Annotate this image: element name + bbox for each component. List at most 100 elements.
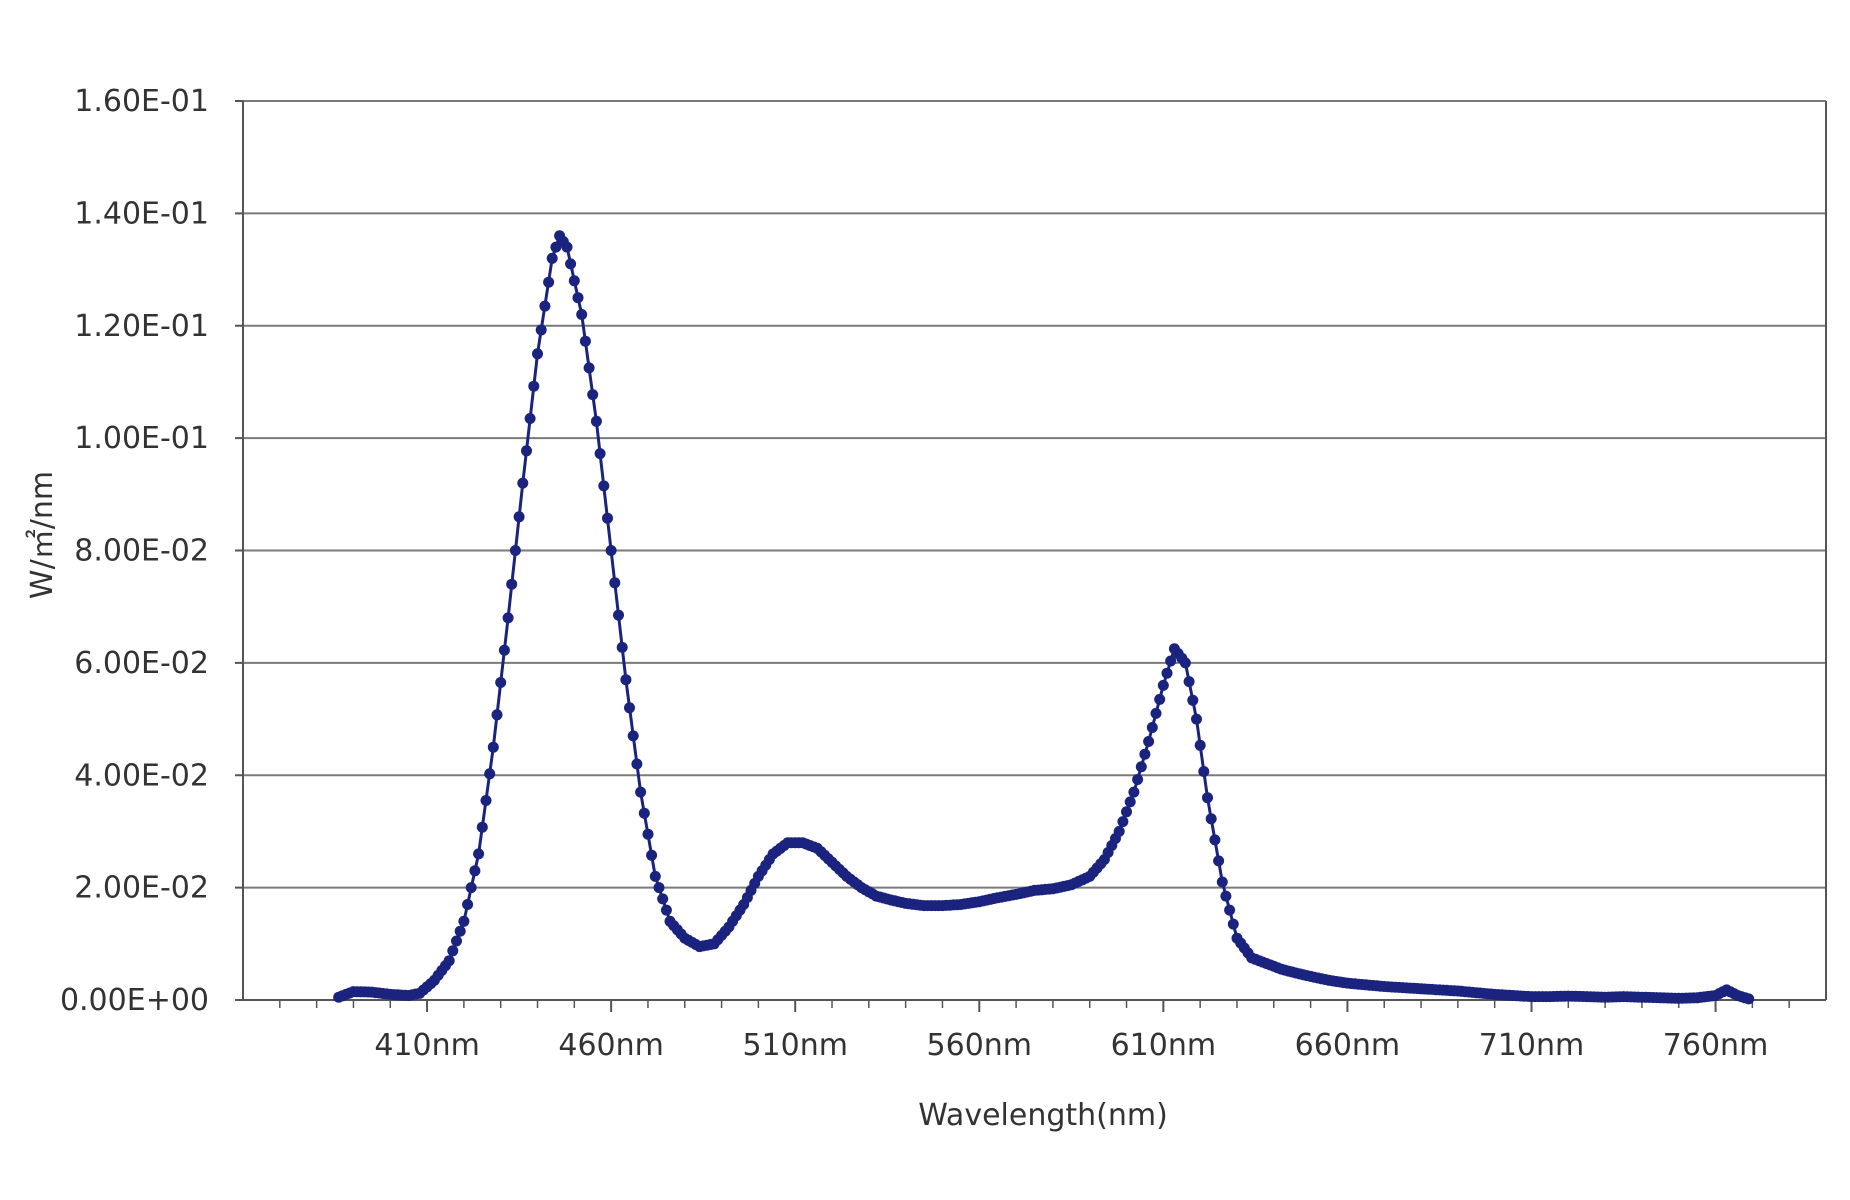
data-point (480, 795, 492, 806)
data-point (1743, 993, 1755, 1005)
data-point (1117, 816, 1129, 828)
data-point (487, 741, 499, 753)
data-point (1161, 667, 1173, 679)
data-point (1146, 722, 1158, 733)
data-point (1128, 786, 1140, 798)
data-point (447, 945, 459, 957)
data-point (458, 915, 470, 927)
data-point (624, 702, 635, 714)
data-point (613, 609, 624, 621)
y-tick-label: 1.20E-01 (74, 309, 209, 344)
data-point (528, 380, 540, 392)
data-point (598, 480, 610, 492)
data-point (1198, 766, 1210, 777)
data-point (546, 252, 558, 264)
y-tick-label: 1.60E-01 (74, 84, 209, 119)
data-point (1135, 761, 1147, 773)
data-point (1194, 739, 1206, 751)
data-point (1113, 825, 1125, 837)
data-point (653, 882, 665, 894)
data-point (587, 389, 599, 401)
data-point (1202, 792, 1213, 804)
tick-labels: 0.00E+00 2.00E-02 4.00E-02 6.00E-02 8.00E-02… (60, 84, 1768, 1063)
data-point (1205, 813, 1217, 825)
data-point (572, 292, 584, 304)
data-point (594, 448, 606, 460)
data-point (646, 849, 658, 861)
data-point (635, 786, 647, 798)
data-point (602, 512, 613, 524)
data-point (1216, 876, 1228, 888)
data-point (1157, 679, 1169, 691)
data-point (1150, 707, 1162, 719)
data-point (565, 258, 577, 270)
data-point (465, 882, 477, 894)
x-tick-label: 510nm (742, 1028, 848, 1063)
data-point (532, 348, 543, 360)
y-tick-label: 0.00E+00 (60, 983, 209, 1018)
x-tick-label: 710nm (1479, 1028, 1585, 1063)
data-point (451, 935, 462, 947)
data-point (616, 641, 628, 653)
data-point (620, 674, 632, 686)
y-tick-label: 8.00E-02 (74, 534, 209, 569)
data-point (561, 241, 573, 253)
data-point (1165, 655, 1177, 667)
x-tick-label: 410nm (374, 1028, 480, 1063)
data-point (454, 925, 466, 937)
data-point (583, 362, 595, 374)
y-tick-label: 1.00E-01 (74, 421, 209, 456)
data-point (1139, 748, 1151, 760)
data-point (1124, 796, 1136, 808)
y-tick-label: 6.00E-02 (74, 646, 209, 681)
data-point (473, 848, 485, 860)
data-point (1209, 834, 1221, 846)
data-point (462, 899, 474, 910)
x-tick-label: 610nm (1111, 1028, 1217, 1063)
x-tick-label: 560nm (927, 1028, 1033, 1063)
data-point (1191, 713, 1202, 725)
data-point (576, 309, 588, 320)
data-point (642, 828, 654, 840)
x-tick-label: 760nm (1663, 1028, 1769, 1063)
series-layer (333, 230, 1755, 1005)
data-point (535, 324, 547, 336)
data-point (1213, 855, 1225, 867)
data-point (568, 275, 580, 287)
data-point (539, 300, 551, 312)
data-point (491, 709, 503, 721)
data-point (513, 511, 525, 523)
data-point (660, 904, 672, 916)
data-point (1187, 694, 1199, 706)
data-point (484, 768, 496, 780)
data-point (443, 955, 455, 967)
data-point (631, 758, 643, 770)
x-tick-label: 660nm (1295, 1028, 1401, 1063)
data-point (1220, 890, 1232, 902)
x-tick-label: 460nm (558, 1028, 664, 1063)
data-point (1143, 736, 1155, 747)
data-point (543, 276, 555, 288)
data-point (657, 893, 669, 905)
data-point (590, 415, 602, 427)
data-point (495, 677, 507, 688)
data-point (469, 865, 481, 877)
data-point (579, 335, 591, 347)
data-point (627, 730, 639, 742)
data-point (1183, 676, 1195, 688)
y-axis-title: W/㎡/nm (25, 471, 60, 599)
data-point (609, 577, 621, 589)
data-point (1132, 774, 1144, 785)
data-point (1227, 918, 1239, 930)
data-point (1121, 806, 1132, 818)
x-axis-title: Wavelength(nm) (918, 1098, 1168, 1133)
data-point (521, 445, 532, 457)
data-point (638, 807, 650, 819)
y-tick-label: 1.40E-01 (74, 196, 209, 231)
data-point (476, 821, 488, 833)
data-point (509, 545, 521, 556)
data-point (498, 644, 510, 656)
data-point (524, 413, 536, 424)
